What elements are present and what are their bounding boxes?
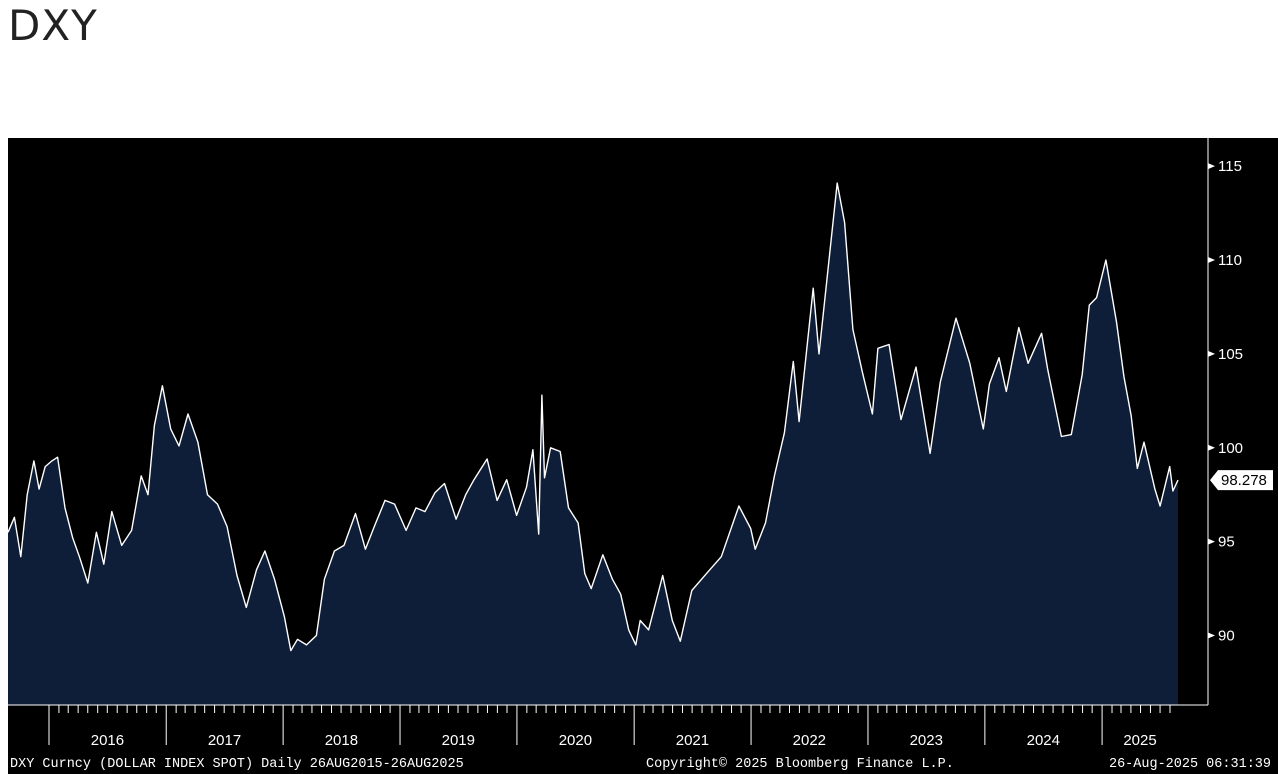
x-axis: 2016 2017 2018 2019 2020 2021 2022 2023 2024 2025 bbox=[8, 704, 1208, 749]
y-tick-label: 100 bbox=[1218, 440, 1243, 457]
y-axis: 90 95 100 105 110 115 98.278 bbox=[1207, 138, 1273, 705]
y-tick-mark bbox=[1208, 632, 1215, 639]
x-year-label: 2019 bbox=[442, 732, 475, 749]
x-year-label: 2024 bbox=[1027, 732, 1060, 749]
x-year-label: 2020 bbox=[559, 732, 592, 749]
series-line bbox=[8, 182, 1179, 652]
x-year-label: 2023 bbox=[910, 732, 943, 749]
y-tick-label: 110 bbox=[1218, 252, 1242, 269]
chart-panel: 90 95 100 105 110 115 98.278 2016 2017 2018 2019 2… bbox=[8, 138, 1278, 774]
y-tick-label: 115 bbox=[1218, 158, 1242, 175]
x-year-label: 2021 bbox=[676, 732, 709, 749]
y-tick-label: 90 bbox=[1218, 628, 1235, 645]
y-tick-label: 105 bbox=[1218, 346, 1243, 363]
plot-area bbox=[8, 182, 1179, 706]
y-tick-mark bbox=[1208, 257, 1215, 264]
footer-copyright: Copyright© 2025 Bloomberg Finance L.P. bbox=[646, 757, 954, 772]
footer-security-label: DXY Curncy (DOLLAR INDEX SPOT) Daily 26A… bbox=[10, 757, 464, 772]
footer-timestamp: 26-Aug-2025 06:31:39 bbox=[1109, 757, 1271, 772]
y-tick-mark bbox=[1208, 444, 1215, 451]
y-tick-mark bbox=[1208, 538, 1215, 545]
y-tick-label: 95 bbox=[1218, 534, 1235, 551]
x-year-label: 2025 bbox=[1123, 732, 1156, 749]
y-tick-mark bbox=[1208, 350, 1215, 357]
last-value-label: 98.278 bbox=[1221, 472, 1267, 489]
series-area bbox=[8, 183, 1178, 706]
last-value-tag bbox=[1210, 470, 1273, 491]
y-tick-mark bbox=[1208, 163, 1215, 170]
x-year-label: 2016 bbox=[91, 732, 124, 749]
x-year-label: 2022 bbox=[793, 732, 826, 749]
x-year-label: 2018 bbox=[325, 732, 358, 749]
x-year-label: 2017 bbox=[208, 732, 241, 749]
page-title: DXY bbox=[8, 1, 98, 50]
